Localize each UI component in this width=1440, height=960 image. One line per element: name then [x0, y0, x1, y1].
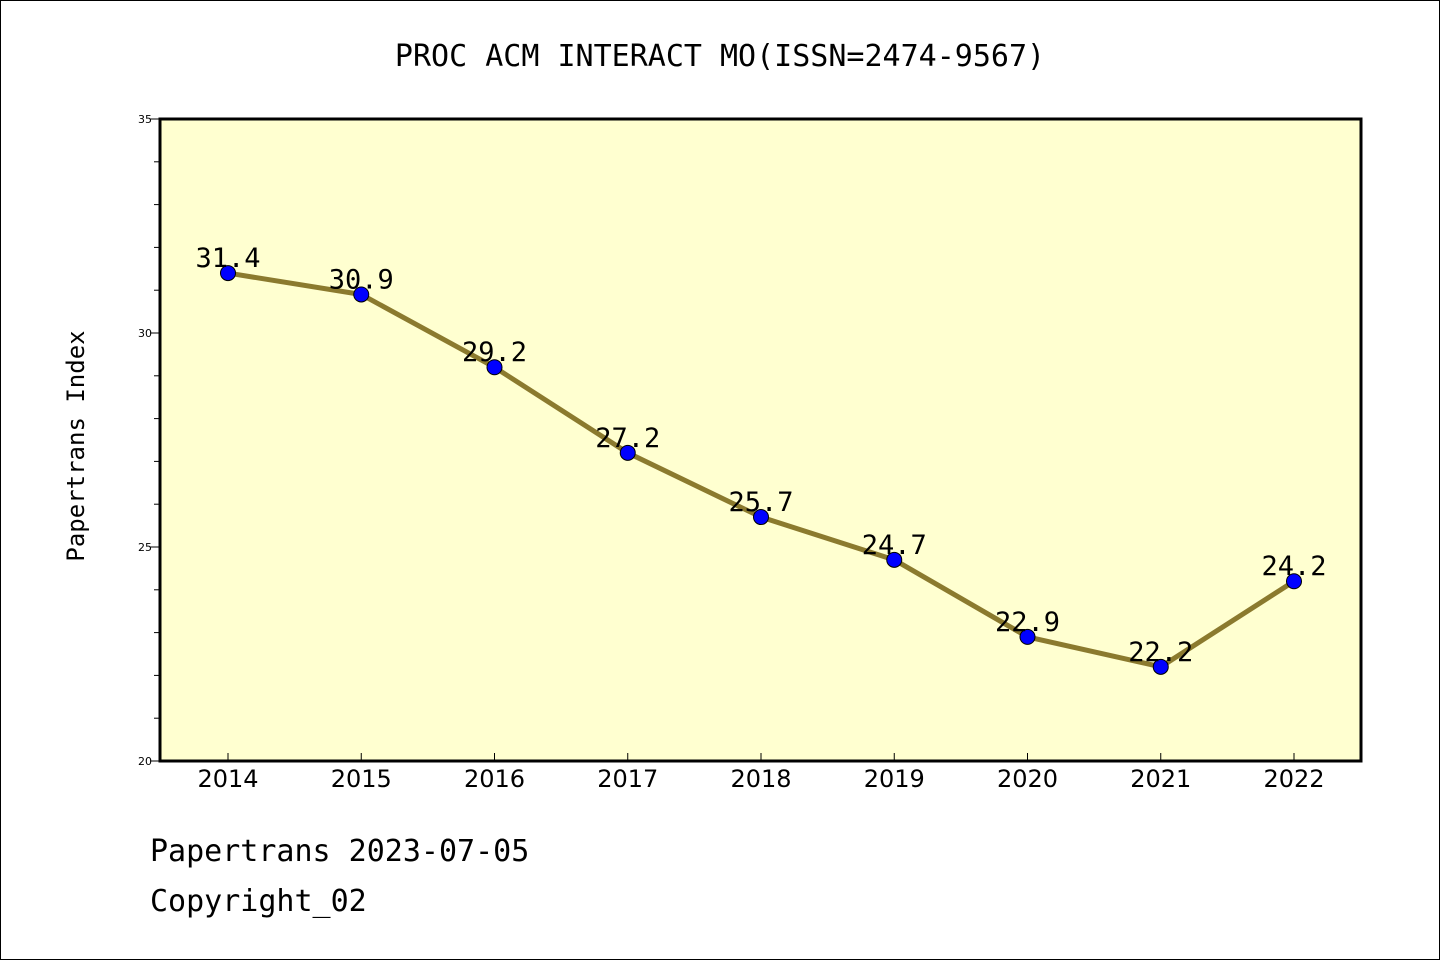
data-label: 24.7	[862, 530, 927, 561]
x-tick-label: 2014	[197, 765, 258, 793]
x-tick-label: 2018	[730, 765, 791, 793]
data-label: 27.2	[595, 423, 660, 454]
plot-area	[158, 117, 1363, 763]
y-axis-label: Papertrans Index	[62, 330, 90, 561]
y-tick-label: 20	[138, 755, 152, 768]
x-tick-label: 2017	[597, 765, 658, 793]
x-tick-label: 2022	[1263, 765, 1324, 793]
data-point	[1152, 658, 1169, 675]
data-label: 25.7	[728, 487, 793, 518]
data-label: 31.4	[195, 243, 260, 274]
data-point	[220, 265, 236, 282]
x-tick-label: 2016	[464, 765, 525, 793]
data-point	[486, 359, 503, 376]
data-label: 22.2	[1128, 637, 1193, 668]
data-point	[353, 286, 370, 303]
data-point	[619, 444, 636, 461]
source-date-text: Papertrans 2023-07-05	[150, 834, 530, 869]
data-label: 22.9	[995, 607, 1060, 638]
x-tick-label: 2019	[864, 765, 925, 793]
x-axis: 2014 2015 2016 2017 2018 2019 2020 2021 2022	[197, 753, 1325, 793]
y-axis: 20 25 30 35	[138, 113, 160, 768]
data-point	[886, 551, 903, 568]
series-layer: 31.4 30.9 29.2 27.2 25.7 24.7 22.9 22.2 24.2	[195, 243, 1327, 675]
x-tick-label: 2015	[331, 765, 392, 793]
y-tick-label: 25	[138, 541, 152, 554]
data-label: 24.2	[1261, 551, 1326, 582]
data-point	[1286, 573, 1302, 590]
data-point	[1019, 628, 1036, 645]
y-tick-label: 30	[138, 327, 152, 340]
data-point	[753, 509, 769, 526]
copyright-text: Copyright_02	[150, 884, 367, 919]
data-label: 29.2	[462, 337, 527, 368]
y-tick-label: 35	[138, 113, 152, 126]
x-tick-label: 2021	[1130, 765, 1191, 793]
x-tick-label: 2020	[997, 765, 1058, 793]
chart-title: PROC ACM INTERACT MO(ISSN=2474-9567)	[395, 39, 1045, 74]
data-label: 30.9	[329, 264, 394, 295]
